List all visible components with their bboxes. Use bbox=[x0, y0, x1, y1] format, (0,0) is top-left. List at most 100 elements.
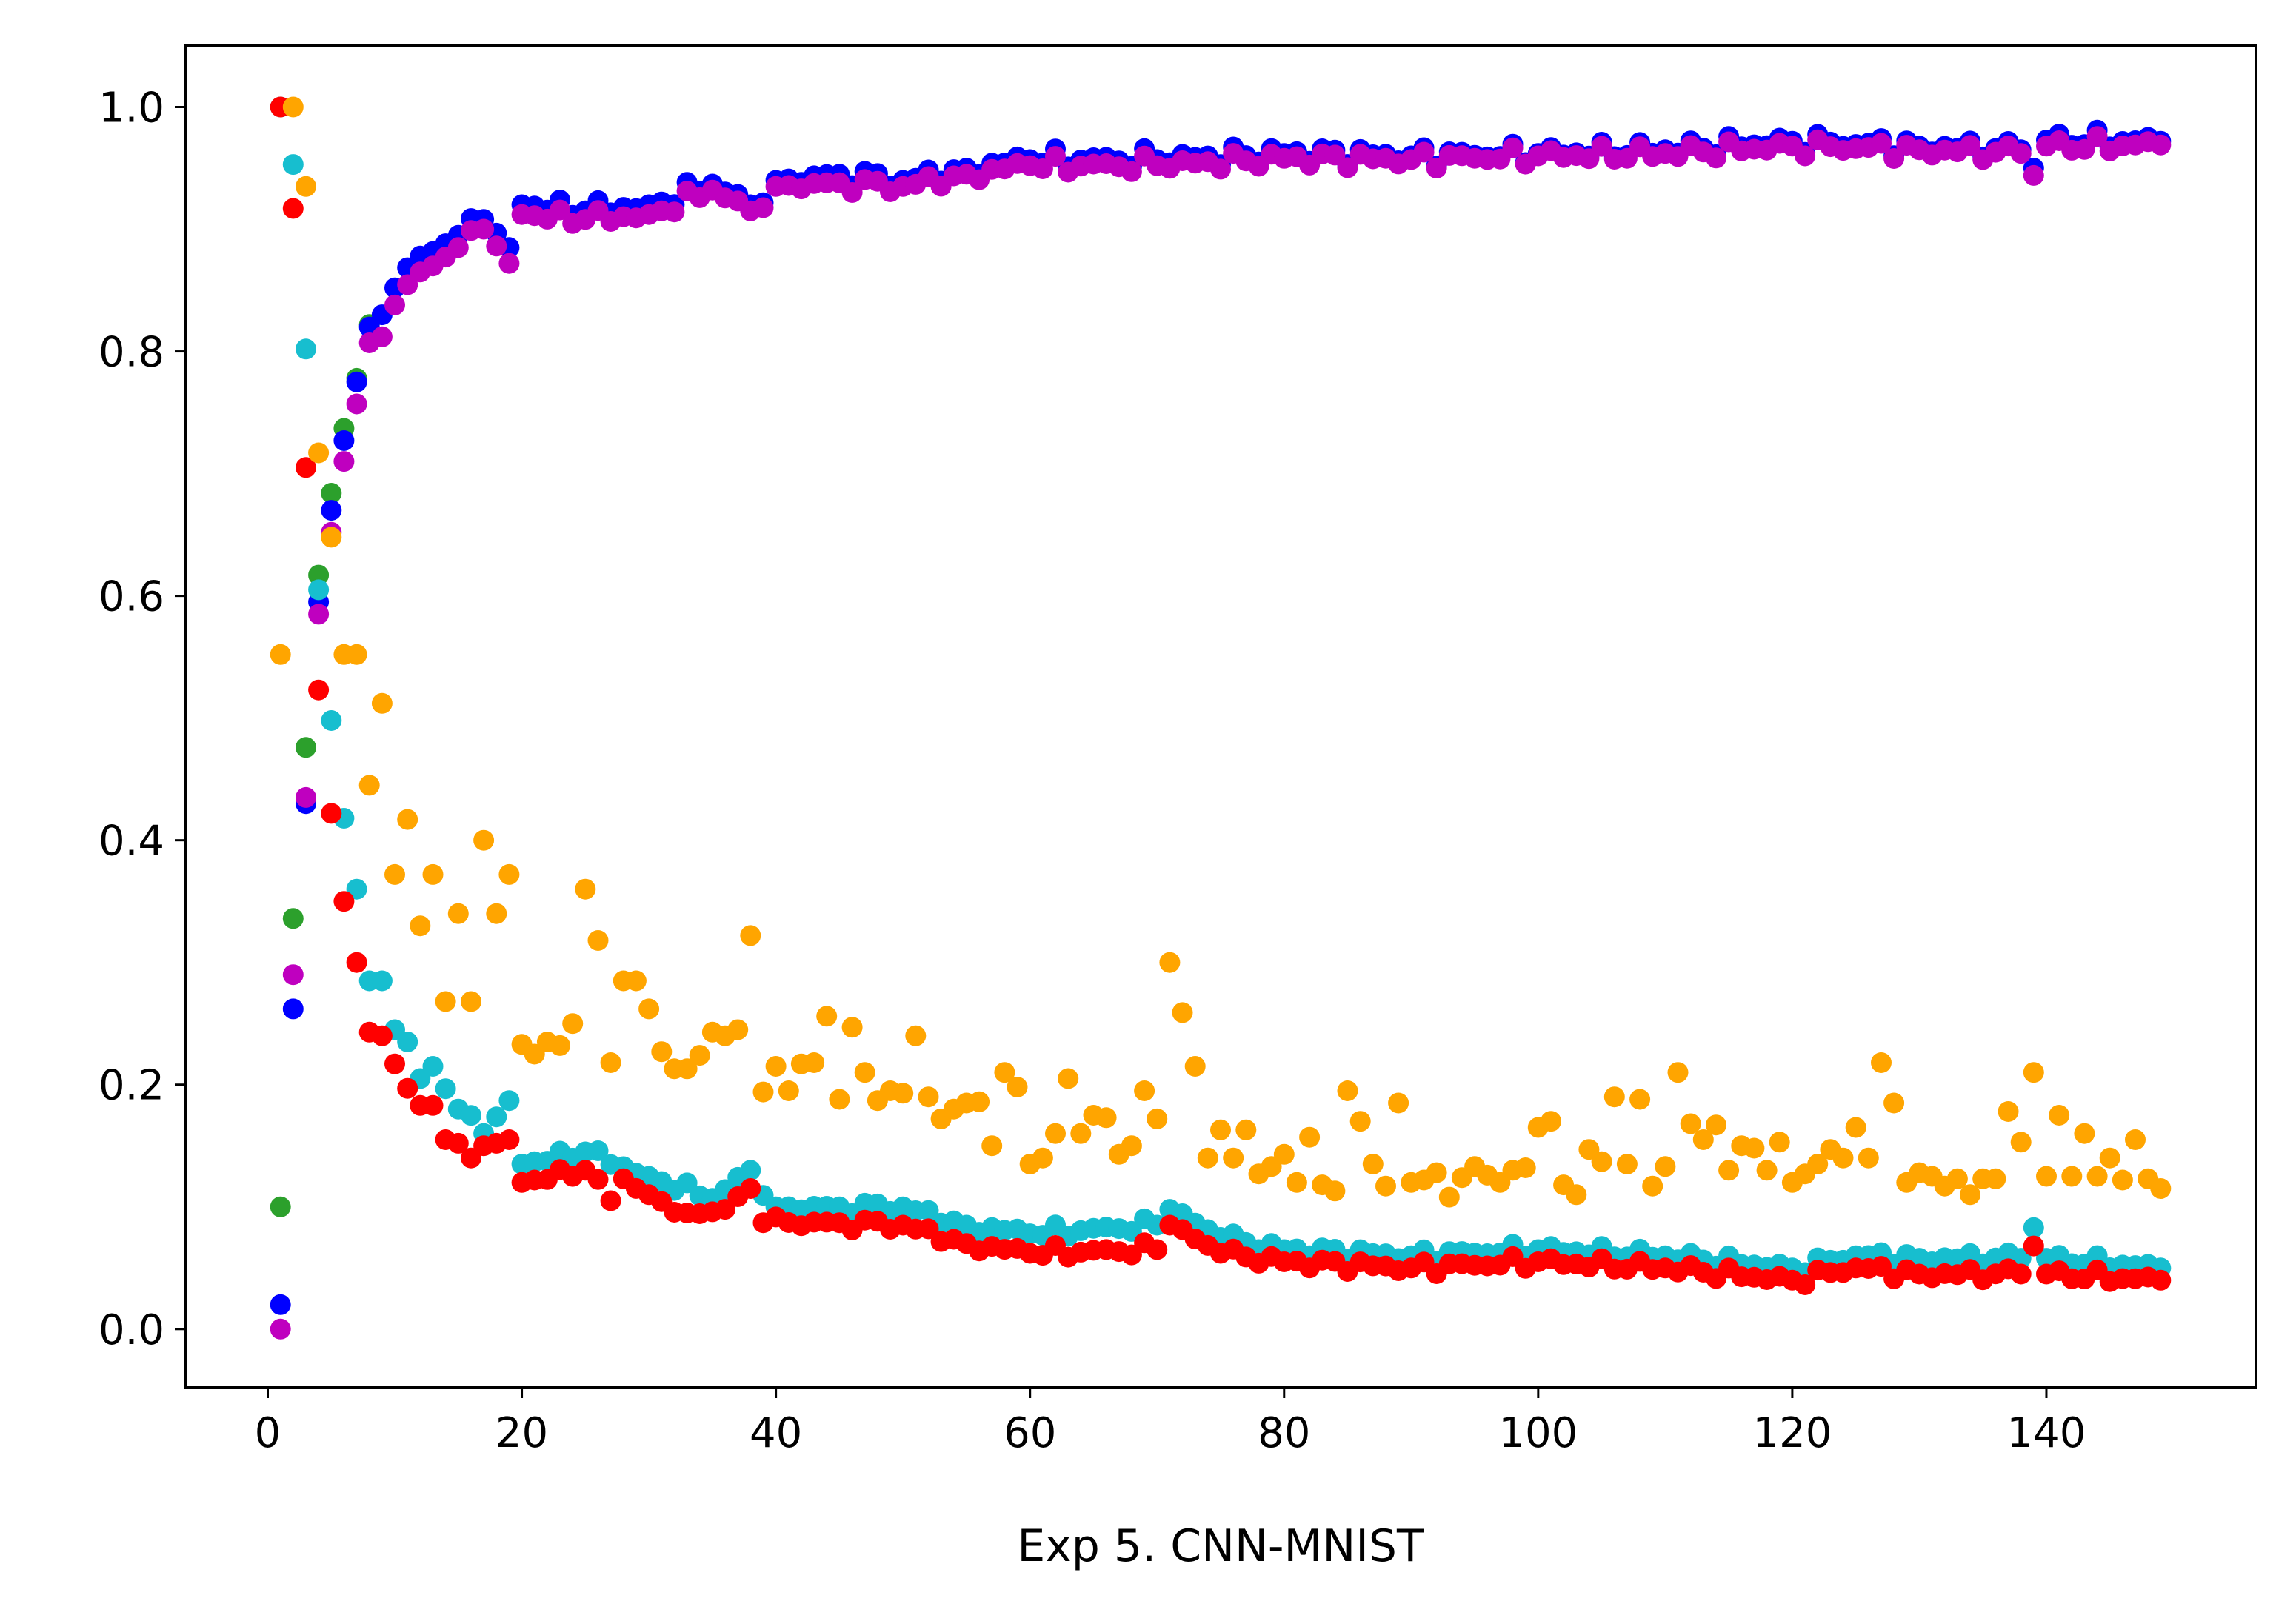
data-point bbox=[1438, 1186, 1460, 1208]
data-point bbox=[358, 775, 380, 796]
data-point bbox=[1616, 1154, 1638, 1174]
data-point bbox=[333, 430, 355, 451]
data-point bbox=[384, 294, 405, 315]
data-point bbox=[1680, 1113, 1701, 1134]
data-point bbox=[321, 500, 342, 521]
x-tick-label: 80 bbox=[1258, 1409, 1310, 1457]
data-point bbox=[715, 1199, 735, 1220]
data-point bbox=[600, 1052, 621, 1073]
data-point bbox=[676, 1058, 698, 1080]
data-point bbox=[321, 710, 342, 731]
data-point bbox=[2010, 1263, 2032, 1285]
data-point bbox=[2086, 126, 2108, 147]
data-point bbox=[625, 970, 647, 992]
data-point bbox=[308, 679, 330, 701]
data-point bbox=[804, 1052, 825, 1073]
data-point bbox=[486, 235, 507, 257]
data-point bbox=[1743, 1137, 1765, 1159]
data-point bbox=[1566, 1184, 1587, 1206]
data-point bbox=[1223, 1147, 1244, 1169]
data-point bbox=[1095, 1107, 1117, 1129]
data-point bbox=[1337, 157, 1358, 178]
data-point bbox=[1769, 1132, 1790, 1153]
y-tick-label: 0.0 bbox=[99, 1306, 164, 1354]
data-point bbox=[1121, 1135, 1142, 1157]
data-point bbox=[740, 1178, 761, 1199]
series-group bbox=[270, 126, 2172, 1340]
data-point bbox=[346, 393, 367, 415]
data-point bbox=[689, 1045, 710, 1066]
data-point bbox=[371, 970, 393, 992]
data-point bbox=[575, 878, 596, 900]
data-point bbox=[2074, 1123, 2095, 1144]
data-point bbox=[1795, 145, 1816, 167]
data-point bbox=[486, 903, 507, 924]
data-point bbox=[296, 457, 316, 478]
data-point bbox=[321, 483, 342, 504]
data-point bbox=[1058, 1068, 1079, 1089]
x-tick-label: 40 bbox=[750, 1409, 802, 1457]
data-point bbox=[461, 991, 481, 1012]
x-axis: 0 20 40 60 80 100 120 140 bbox=[255, 1388, 2086, 1457]
data-point bbox=[829, 1089, 850, 1110]
data-point bbox=[498, 863, 520, 885]
data-point bbox=[587, 930, 609, 951]
data-point bbox=[447, 1132, 469, 1154]
data-point bbox=[918, 1086, 939, 1108]
data-point bbox=[461, 1105, 481, 1126]
x-tick-label: 60 bbox=[1004, 1409, 1056, 1457]
data-point bbox=[841, 1017, 863, 1038]
data-point bbox=[321, 527, 342, 548]
data-point bbox=[397, 1077, 418, 1099]
data-point bbox=[270, 644, 291, 665]
data-point bbox=[1871, 1052, 1892, 1073]
data-point bbox=[1578, 148, 1600, 170]
data-point bbox=[1413, 141, 1435, 163]
data-point bbox=[1235, 1119, 1257, 1140]
series-group bbox=[270, 96, 2172, 1208]
data-point bbox=[1642, 1175, 1663, 1197]
data-point bbox=[1591, 1151, 1612, 1172]
data-point bbox=[296, 338, 316, 360]
y-tick-label: 0.4 bbox=[99, 818, 164, 866]
data-point bbox=[270, 1294, 291, 1315]
data-point bbox=[638, 998, 660, 1020]
data-point bbox=[1845, 1117, 1866, 1138]
data-point bbox=[1541, 1111, 1561, 1132]
data-point bbox=[282, 908, 304, 929]
data-point bbox=[1807, 1154, 1829, 1174]
data-point bbox=[1603, 1086, 1625, 1108]
data-point bbox=[308, 564, 330, 586]
data-point bbox=[2049, 1105, 2070, 1126]
data-point bbox=[296, 176, 316, 197]
x-tick-label: 120 bbox=[1752, 1409, 1832, 1457]
data-point bbox=[587, 1140, 609, 1161]
data-point bbox=[1299, 1126, 1321, 1148]
data-point bbox=[447, 903, 469, 924]
data-point bbox=[371, 326, 393, 347]
data-point bbox=[473, 829, 495, 851]
data-point bbox=[1718, 1160, 1740, 1181]
data-point bbox=[422, 1094, 444, 1116]
data-point bbox=[550, 199, 570, 221]
data-point bbox=[2125, 1129, 2146, 1150]
data-point bbox=[333, 891, 355, 912]
data-point bbox=[282, 198, 304, 219]
data-point bbox=[2074, 138, 2095, 160]
data-point bbox=[1159, 952, 1181, 973]
data-point bbox=[2150, 134, 2172, 156]
data-point bbox=[270, 1318, 291, 1340]
data-point bbox=[1998, 1101, 2019, 1122]
data-point bbox=[2150, 1269, 2172, 1291]
data-point bbox=[1426, 158, 1447, 178]
data-point bbox=[562, 1013, 584, 1035]
data-point bbox=[308, 442, 330, 464]
data-point bbox=[371, 692, 393, 714]
data-point bbox=[727, 1019, 749, 1040]
data-point bbox=[1756, 1160, 1778, 1181]
data-point bbox=[346, 644, 367, 665]
data-point bbox=[1960, 1184, 1980, 1206]
data-point bbox=[333, 451, 355, 472]
data-point bbox=[1946, 1168, 1968, 1189]
